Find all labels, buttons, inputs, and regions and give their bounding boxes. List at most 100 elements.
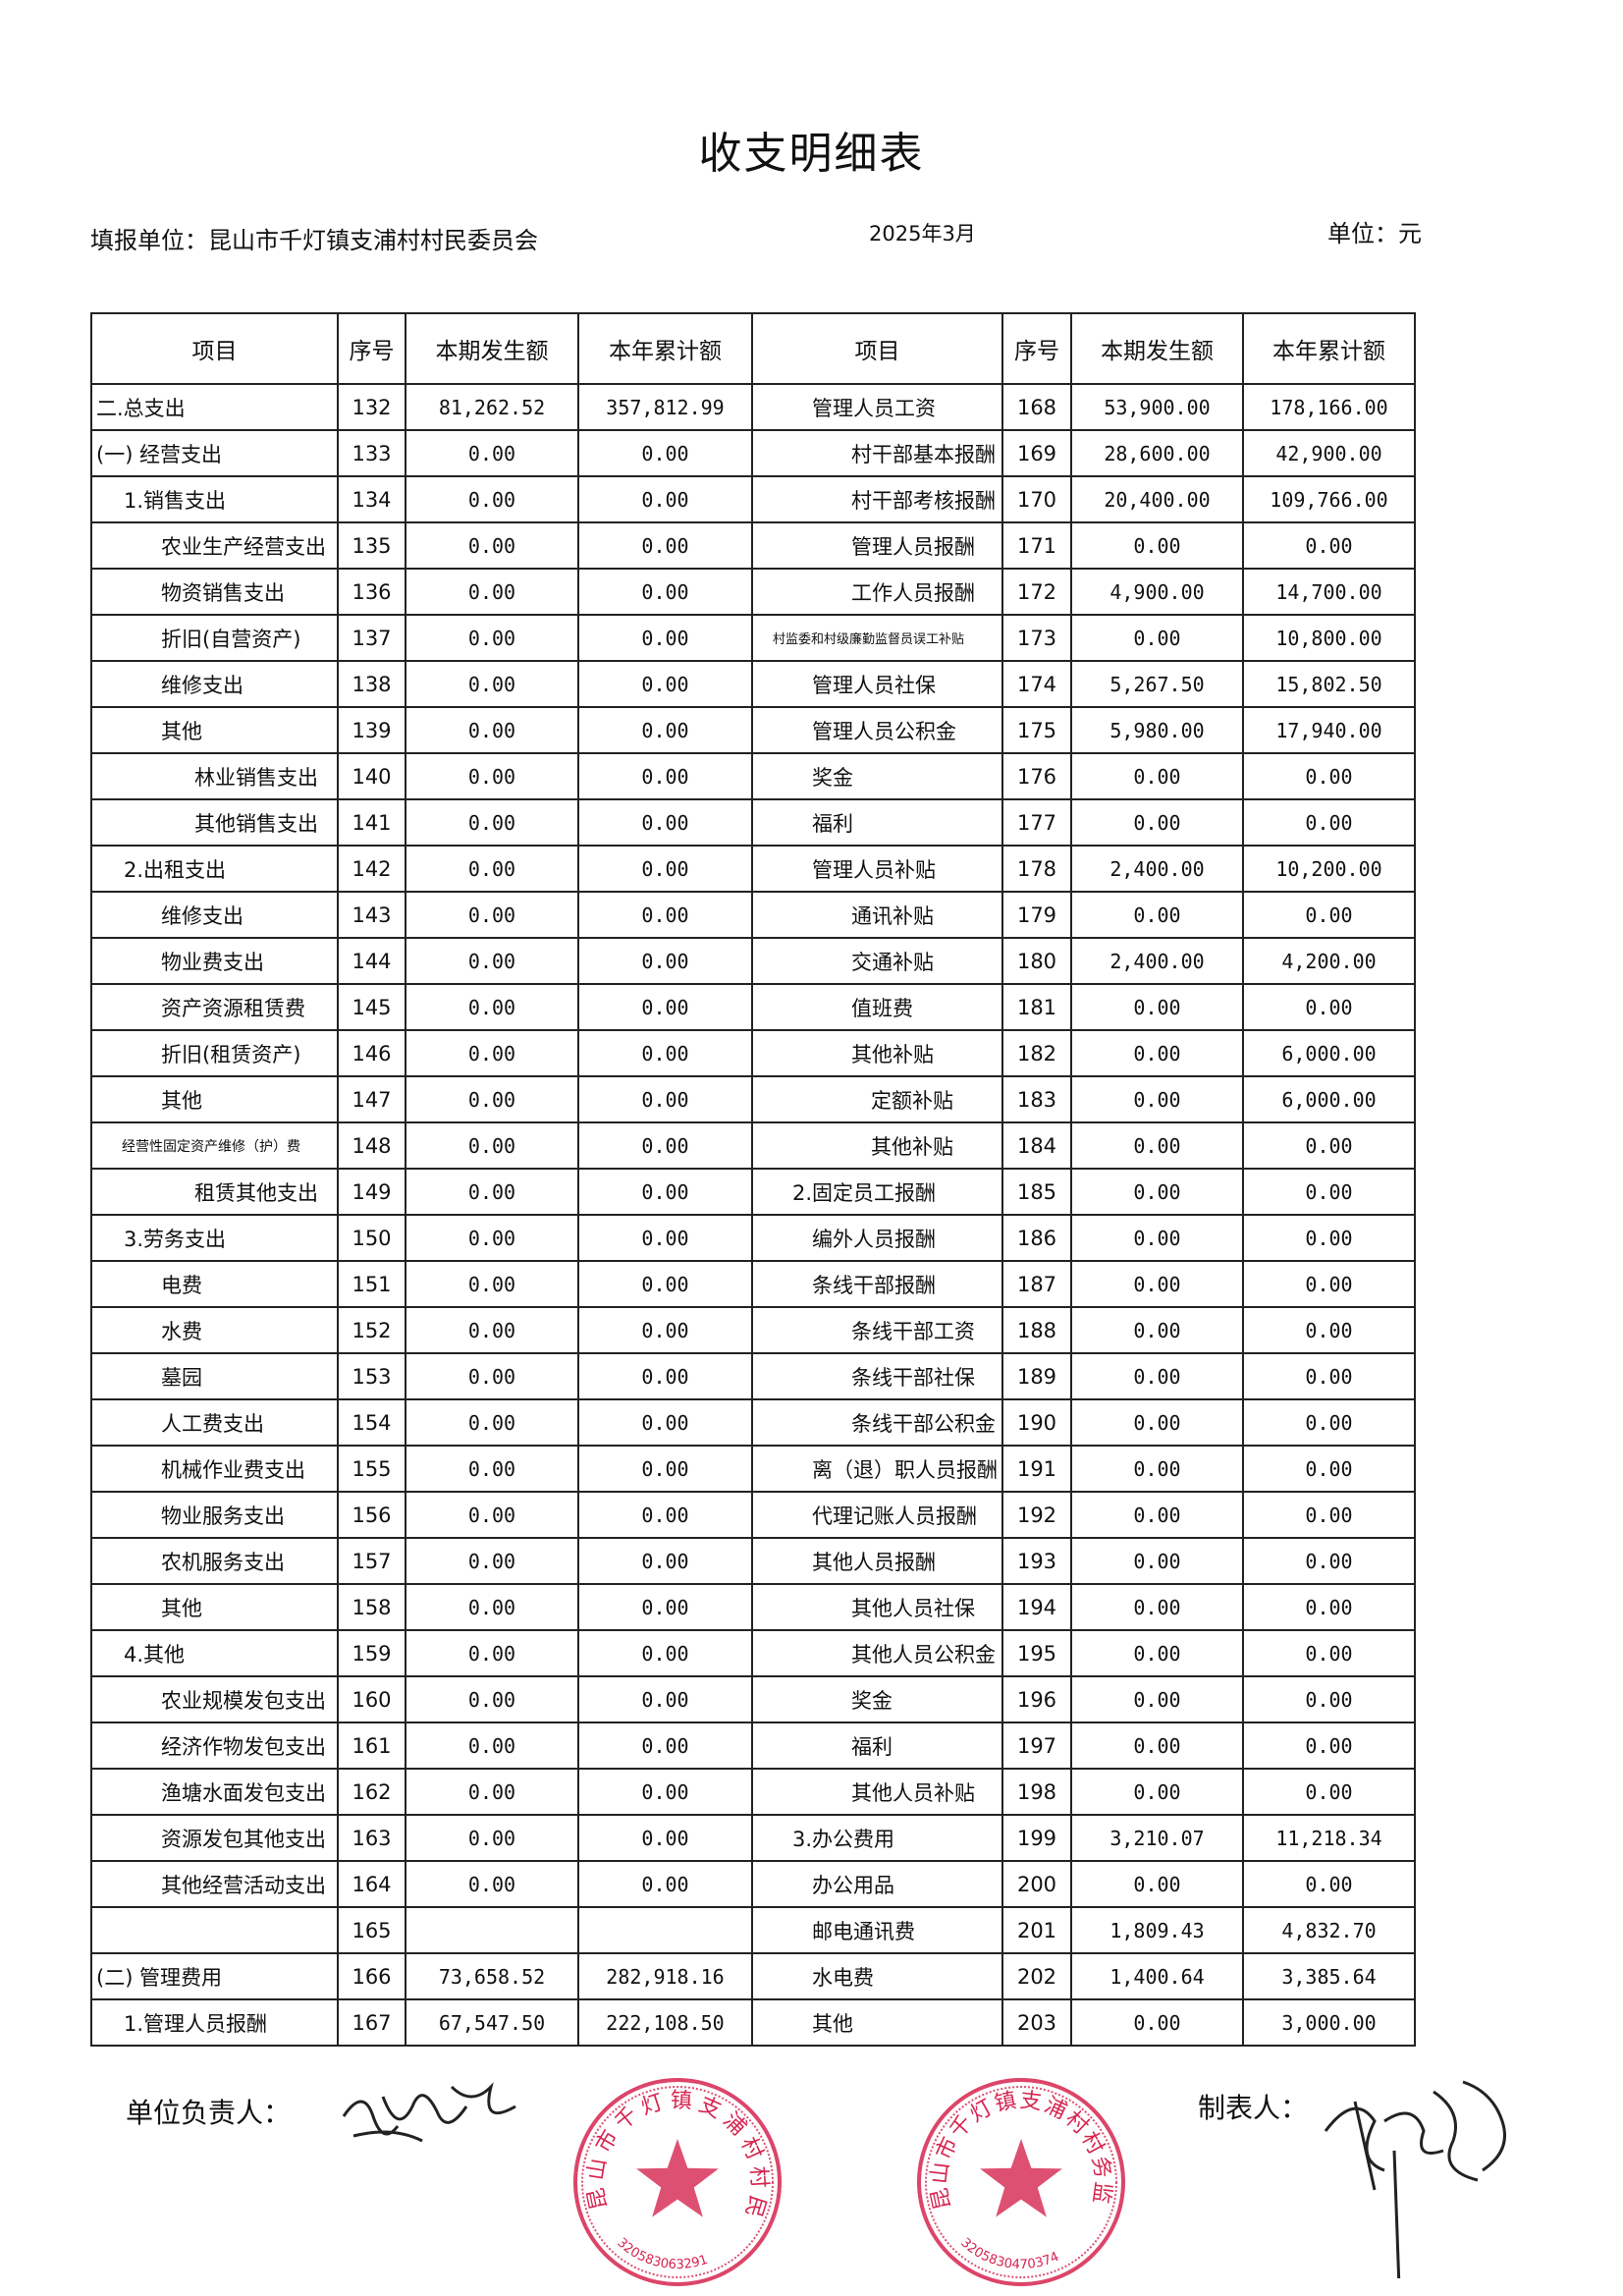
row-ytd: 0.00 [577,1075,753,1123]
row-item-right: 福利 [751,1722,1003,1770]
row-ytd-right: 0.00 [1242,1445,1416,1493]
row-ytd: 0.00 [577,1675,753,1723]
row-ytd: 0.00 [577,1260,753,1308]
row-current: 0.00 [405,1537,579,1585]
row-no: 139 [337,706,406,754]
table-row: 折旧(租赁资产) 146 0.00 0.00 其他补贴 182 0.00 6,000.00 [90,1029,1416,1077]
row-current: 81,262.52 [405,383,579,431]
row-no-right: 199 [1001,1814,1072,1862]
row-no: 165 [337,1906,406,1954]
row-ytd-right: 0.00 [1242,1768,1416,1816]
row-current: 0.00 [405,660,579,708]
table-row: 资产资源租赁费 145 0.00 0.00 值班费 181 0.00 0.00 [90,983,1416,1031]
row-current: 0.00 [405,1768,579,1816]
row-item: 电费 [90,1260,339,1308]
row-current-right: 0.00 [1070,1537,1244,1585]
table-row: 租赁其他支出 149 0.00 0.00 2.固定员工报酬 185 0.00 0.00 [90,1168,1416,1216]
table-row: 机械作业费支出 155 0.00 0.00 离（退）职人员报酬 191 0.00 0.00 [90,1445,1416,1493]
row-ytd: 0.00 [577,1398,753,1447]
table-row: 3.劳务支出 150 0.00 0.00 编外人员报酬 186 0.00 0.00 [90,1214,1416,1262]
row-current: 67,547.50 [405,1998,579,2047]
row-ytd: 0.00 [577,521,753,570]
row-current-right: 0.00 [1070,1768,1244,1816]
col-current-right: 本期发生额 [1070,312,1244,385]
row-item-right: 福利 [751,798,1003,847]
row-item-right: 离（退）职人员报酬 [751,1445,1003,1493]
row-current: 0.00 [405,1352,579,1400]
row-no-right: 185 [1001,1168,1072,1216]
row-current: 73,658.52 [405,1952,579,2000]
col-item: 项目 [90,312,339,385]
row-ytd: 282,918.16 [577,1952,753,2000]
row-item: 物业服务支出 [90,1491,339,1539]
row-no-right: 175 [1001,706,1072,754]
row-no: 158 [337,1583,406,1631]
row-current-right: 0.00 [1070,1583,1244,1631]
report-period: 2025年3月 [869,222,976,246]
row-current-right: 0.00 [1070,891,1244,939]
row-current [405,1906,579,1954]
row-ytd-right: 10,800.00 [1242,614,1416,662]
row-current-right: 0.00 [1070,1121,1244,1170]
row-no-right: 178 [1001,845,1072,893]
row-ytd-right: 0.00 [1242,1352,1416,1400]
row-ytd-right: 178,166.00 [1242,383,1416,431]
unit-head-label: 单位负责人： [126,2097,292,2129]
row-ytd: 0.00 [577,1860,753,1908]
expense-detail-table: 项目 序号 本期发生额 本年累计额 项目 序号 本期发生额 本年累计额 二.总支… [90,312,1416,2047]
row-no: 143 [337,891,406,939]
row-item [90,1906,339,1954]
row-item-right: 工作人员报酬 [751,568,1003,616]
row-current: 0.00 [405,891,579,939]
row-no-right: 187 [1001,1260,1072,1308]
seal-ring [917,2078,1125,2286]
table-row: 其他 158 0.00 0.00 其他人员社保 194 0.00 0.00 [90,1583,1416,1631]
row-current-right: 0.00 [1070,1491,1244,1539]
table-row: 农业生产经营支出 135 0.00 0.00 管理人员报酬 171 0.00 0.00 [90,521,1416,570]
row-item-right: 2.固定员工报酬 [751,1168,1003,1216]
row-ytd-right: 0.00 [1242,521,1416,570]
table-row: 经济作物发包支出 161 0.00 0.00 福利 197 0.00 0.00 [90,1722,1416,1770]
table-row: 维修支出 138 0.00 0.00 管理人员社保 174 5,267.50 15,802.5… [90,660,1416,708]
row-current: 0.00 [405,568,579,616]
row-item: 人工费支出 [90,1398,339,1447]
row-item-right: 条线干部报酬 [751,1260,1003,1308]
row-current-right: 2,400.00 [1070,845,1244,893]
row-current-right: 0.00 [1070,1306,1244,1354]
row-current-right: 0.00 [1070,1722,1244,1770]
row-item: 折旧(租赁资产) [90,1029,339,1077]
row-item: 其他销售支出 [90,798,339,847]
page-title: 收支明细表 [698,129,925,179]
row-item-right: 条线干部社保 [751,1352,1003,1400]
table-row: 渔塘水面发包支出 162 0.00 0.00 其他人员补贴 198 0.00 0.00 [90,1768,1416,1816]
row-current: 0.00 [405,1629,579,1677]
row-item-right: 条线干部公积金 [751,1398,1003,1447]
row-item-right: 管理人员社保 [751,660,1003,708]
row-no: 155 [337,1445,406,1493]
row-item: 资产资源租赁费 [90,983,339,1031]
row-item-right: 条线干部工资 [751,1306,1003,1354]
row-no-right: 198 [1001,1768,1072,1816]
row-no: 142 [337,845,406,893]
row-ytd-right: 0.00 [1242,1491,1416,1539]
row-current: 0.00 [405,1445,579,1493]
row-ytd-right: 0.00 [1242,1537,1416,1585]
row-current-right: 28,600.00 [1070,429,1244,477]
table-row: 物资销售支出 136 0.00 0.00 工作人员报酬 172 4,900.00 14,700… [90,568,1416,616]
row-current-right: 53,900.00 [1070,383,1244,431]
row-no-right: 186 [1001,1214,1072,1262]
supervision-committee-seal: 昆山市千灯镇支浦村村务监督委员会 3205830470374 [913,2074,1125,2286]
row-ytd: 0.00 [577,752,753,800]
seal-star-icon [636,2139,719,2217]
row-no: 137 [337,614,406,662]
row-no: 164 [337,1860,406,1908]
row-current: 0.00 [405,983,579,1031]
row-item-right: 其他人员社保 [751,1583,1003,1631]
row-item-right: 其他人员补贴 [751,1768,1003,1816]
table-row: 165 邮电通讯费 201 1,809.43 4,832.70 [90,1906,1416,1954]
row-item: 渔塘水面发包支出 [90,1768,339,1816]
row-no-right: 179 [1001,891,1072,939]
row-ytd-right: 0.00 [1242,798,1416,847]
row-current-right: 0.00 [1070,1352,1244,1400]
row-current: 0.00 [405,752,579,800]
